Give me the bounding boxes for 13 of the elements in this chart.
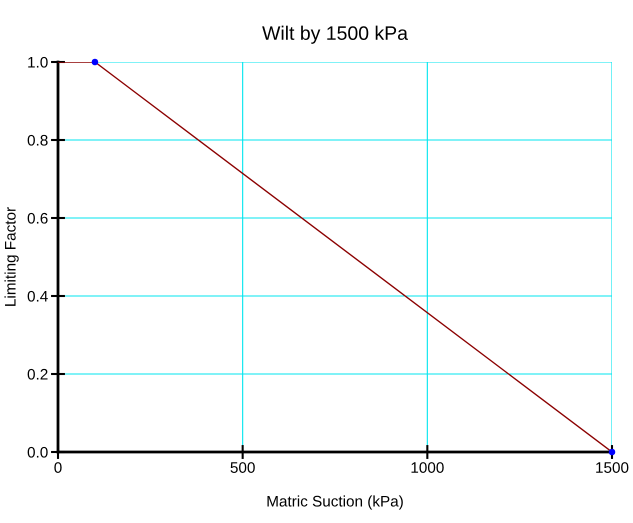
x-tick-label: 1000 [412, 462, 444, 473]
y-tick-label: 0.8 [28, 134, 48, 146]
y-tick-label: 0.6 [28, 212, 48, 224]
x-axis-title: Matric Suction (kPa) [267, 495, 403, 510]
y-tick-label: 0.0 [28, 446, 48, 458]
y-tick-label: 0.2 [28, 368, 48, 380]
y-tick-label: 1.0 [28, 56, 48, 68]
chart-title: Wilt by 1500 kPa [262, 26, 408, 44]
y-axis-title: Limiting Factor [4, 207, 19, 306]
x-tick-label: 500 [230, 462, 255, 473]
x-tick-label: 1500 [596, 462, 628, 473]
x-tick-label: 0 [54, 462, 62, 473]
y-tick-label: 0.4 [28, 290, 48, 302]
